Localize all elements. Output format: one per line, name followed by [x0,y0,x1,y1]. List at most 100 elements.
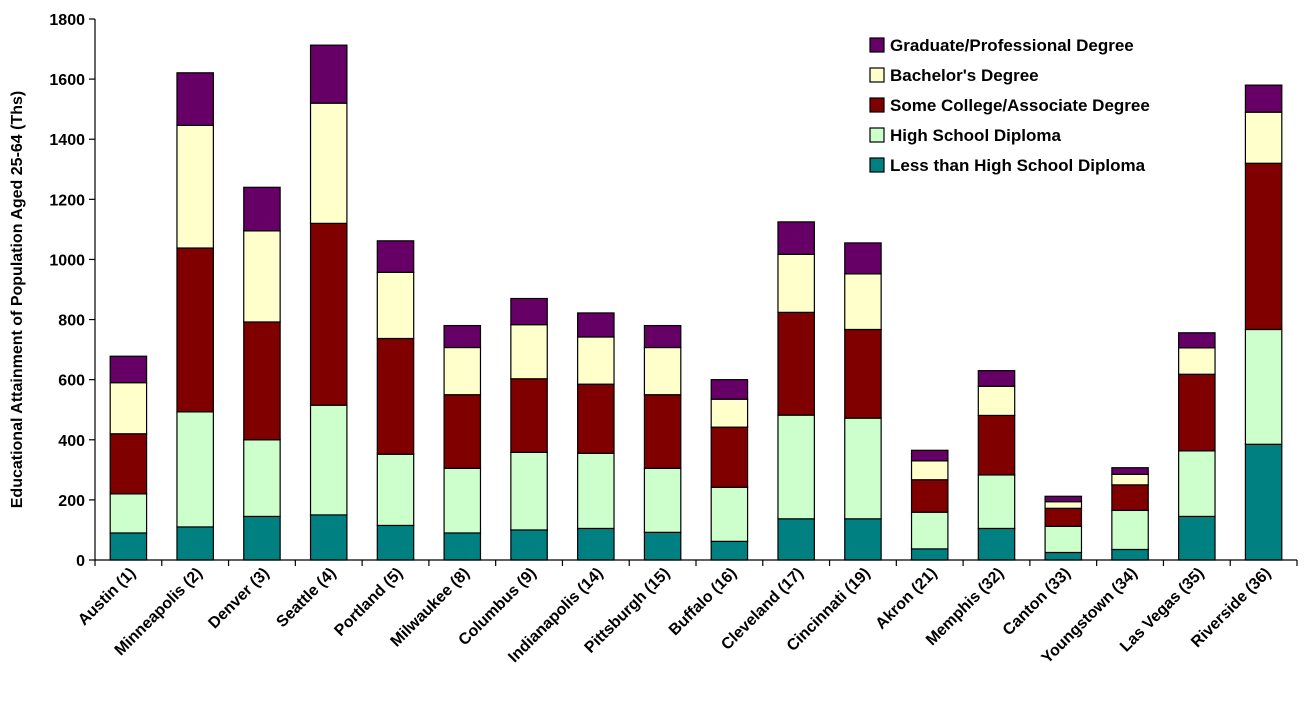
bar-segment [309,44,348,104]
bar-stack [443,324,482,561]
bar-segment [1111,484,1149,512]
bar-segment [109,433,148,495]
bar-stack [643,324,682,561]
y-tick-label: 1400 [49,132,85,149]
legend-item: Graduate/Professional Degree [869,36,1134,55]
legend-swatch [869,127,885,143]
bar-segment [309,514,348,561]
legend-swatch [869,37,885,53]
bar-segment [176,526,214,561]
bar-stack [577,312,615,561]
bar-segment [1244,84,1283,113]
bar-segment [643,531,682,561]
bar-segment [243,321,281,441]
x-category-label: Buffalo (16) [666,565,740,639]
legend-item: Some College/Associate Degree [869,96,1150,115]
bar-segment [1178,515,1216,561]
bar-segment [844,328,882,419]
bar-segment [176,124,214,249]
bar-segment [577,527,615,561]
bar-segment [510,297,548,326]
bar-segment [243,439,281,518]
legend-label: High School Diploma [890,126,1061,145]
bar-segment [577,383,615,454]
bar-segment [109,355,148,384]
legend-swatch [869,67,885,83]
bar-stack [1111,467,1149,561]
bar-segment [1111,467,1149,475]
bar-segment [1044,525,1083,554]
bar-segment [710,540,749,561]
bar-segment [510,324,548,380]
bar-segment [510,451,548,531]
y-axis: 0 200 400 600 800 1000 1200 1400 1600 1800 [49,12,96,570]
bar-segment [109,493,148,534]
legend-label: Some College/Associate Degree [890,96,1150,115]
bar-segment [977,370,1016,387]
x-category-label: Canton (33) [1000,565,1074,639]
bar-segment [1244,111,1283,164]
bar-segment [510,529,548,561]
bar-segment [443,394,482,469]
legend-item: High School Diploma [869,126,1061,145]
bar-segment [1244,443,1283,561]
y-tick-label: 1600 [49,72,85,89]
bar-segment [243,230,281,323]
bar-segment [1178,450,1216,518]
bar-segment [376,337,415,455]
bar-segment [243,515,281,561]
bar-stack [1044,495,1083,561]
bar-segment [1044,495,1083,503]
bar-segment [1178,373,1216,452]
bar-segment [777,518,815,561]
bar-segment [309,404,348,516]
bar-segment [844,273,882,331]
bar-segment [844,518,882,561]
y-tick-label: 0 [76,553,85,570]
x-category-label: Portland (5) [331,565,406,640]
legend-item: Less than High School Diploma [869,156,1146,175]
bar-segment [443,467,482,534]
y-tick-label: 1800 [49,12,85,29]
bar-stack [309,44,348,561]
bar-segment [309,222,348,406]
bar-segment [1244,328,1283,445]
bar-segment [643,324,682,349]
legend-label: Graduate/Professional Degree [890,36,1134,55]
bar-segment [710,426,749,488]
bars [109,44,1283,561]
bar-stack [910,449,949,561]
bar-segment [1178,347,1216,375]
bar-segment [376,524,415,561]
legend-label: Bachelor's Degree [890,66,1039,85]
y-tick-label: 600 [58,373,85,390]
bar-segment [1044,551,1083,561]
bar-segment [376,453,415,527]
bar-stack [1244,84,1283,561]
bar-segment [910,479,949,513]
bar-stack [109,355,148,561]
bar-segment [910,449,949,462]
bar-segment [376,271,415,340]
bar-stack [977,370,1016,561]
x-category-label: Seattle (4) [273,565,339,631]
bar-segment [1178,332,1216,349]
bar-segment [1044,507,1083,527]
y-tick-label: 800 [58,313,85,330]
bar-stack [176,72,214,561]
bar-segment [1111,473,1149,486]
bar-segment [643,467,682,533]
bar-segment [577,452,615,530]
bar-segment [844,242,882,275]
bar-segment [977,527,1016,561]
bar-segment [1244,162,1283,331]
bar-stack [376,240,415,561]
bar-segment [577,312,615,338]
bar-segment [376,240,415,273]
bar-segment [443,532,482,561]
y-tick-label: 1200 [49,192,85,209]
bar-segment [643,346,682,396]
bar-segment [443,346,482,396]
bar-segment [777,311,815,416]
